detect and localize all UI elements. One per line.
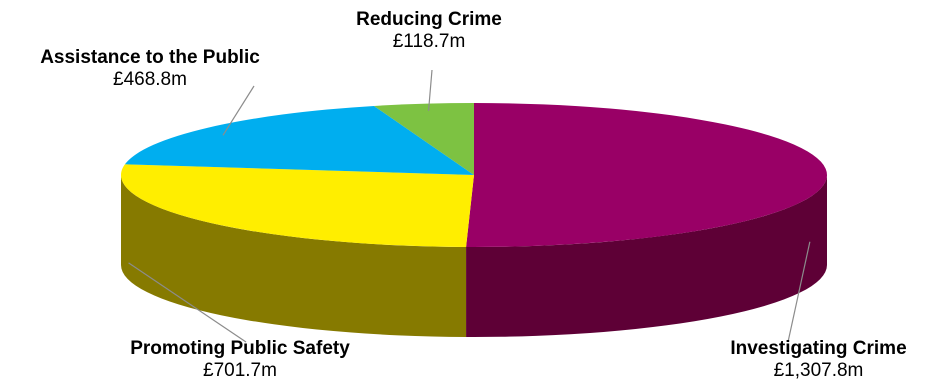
label-reducing-crime-name: Reducing Crime <box>356 9 502 30</box>
pie-slice-reducing-crime <box>374 103 474 175</box>
label-promoting-value: £701.7m <box>203 359 277 381</box>
label-assistance-to-the-public: Assistance to the Public £468.8m <box>0 47 300 91</box>
label-reducing-crime: Reducing Crime £118.7m <box>329 9 529 53</box>
pie-side-promoting-public-safety <box>121 175 467 337</box>
label-assistance-name: Assistance to the Public <box>40 47 260 68</box>
leader-line-assistance-to-the-public <box>222 85 255 136</box>
label-promoting-name: Promoting Public Safety <box>130 338 350 359</box>
label-promoting-public-safety: Promoting Public Safety £701.7m <box>95 338 385 382</box>
label-reducing-crime-value: £118.7m <box>392 30 466 52</box>
leader-line-reducing-crime <box>427 69 433 111</box>
leader-line-investigating-crime <box>787 241 811 343</box>
pie-side-investigating-crime <box>466 175 827 337</box>
label-assistance-value: £468.8m <box>113 68 187 90</box>
label-investigating-name: Investigating Crime <box>730 338 907 359</box>
pie-slice-investigating-crime <box>466 103 827 247</box>
leader-line-promoting-public-safety <box>128 262 247 343</box>
pie-slice-assistance-to-the-public <box>124 105 474 175</box>
label-investigating-value: £1,307.8m <box>773 359 864 381</box>
label-investigating-crime: Investigating Crime £1,307.8m <box>690 338 947 382</box>
pie-slice-promoting-public-safety <box>120 164 474 247</box>
